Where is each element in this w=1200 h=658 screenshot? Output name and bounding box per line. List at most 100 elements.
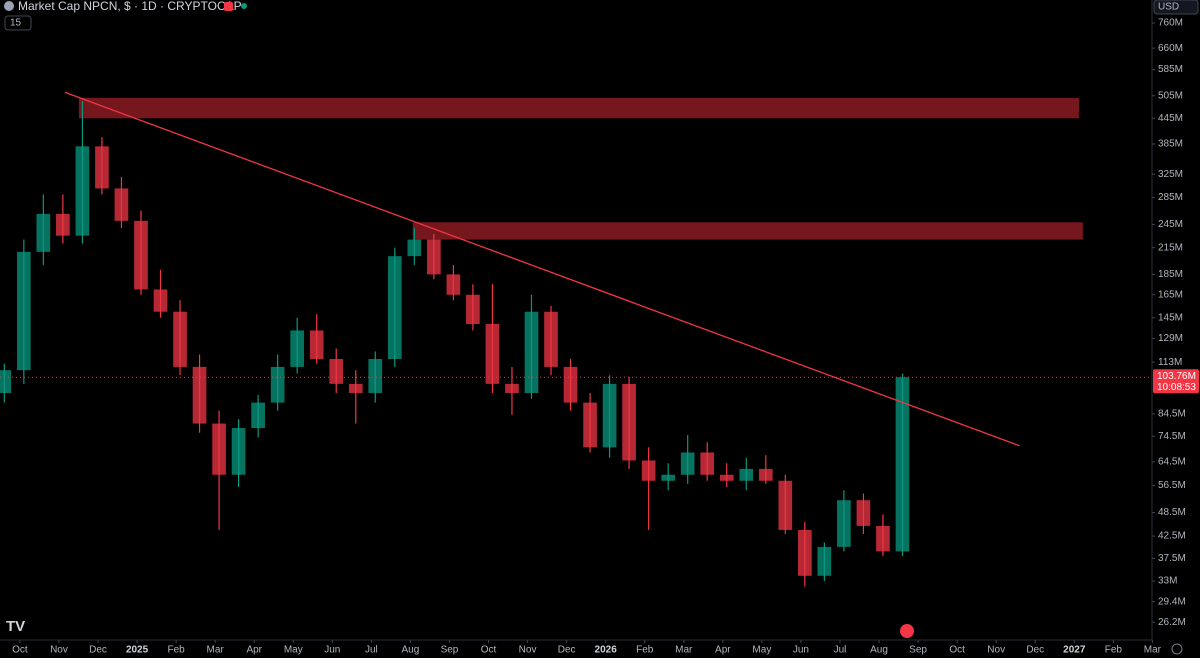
x-tick-label: Dec <box>1026 645 1044 656</box>
status-dot <box>241 3 247 9</box>
x-tick-label: Oct <box>949 645 965 656</box>
x-tick-label: Jun <box>793 645 809 656</box>
y-tick-label: 185M <box>1158 269 1183 280</box>
x-tick-label: Nov <box>519 645 537 656</box>
x-tick-label: Jun <box>324 645 340 656</box>
x-tick-label: Mar <box>1144 645 1162 656</box>
trendline <box>64 91 1020 447</box>
currency[interactable]: USD <box>1158 2 1179 13</box>
candle-body <box>95 146 109 189</box>
candle-body <box>56 213 70 236</box>
candle-body <box>798 529 812 576</box>
y-tick-label: 145M <box>1158 312 1183 323</box>
candle-body <box>563 366 578 403</box>
last-price-label: 103.76M <box>1157 371 1196 382</box>
candle-body <box>134 220 148 290</box>
y-tick-label: 74.5M <box>1158 431 1186 442</box>
x-tick-label: Oct <box>481 645 497 656</box>
candle-body <box>602 383 617 448</box>
candle-body <box>544 311 558 367</box>
x-tick-label: May <box>284 645 303 656</box>
candle-body <box>290 330 305 367</box>
candle-body <box>407 239 422 257</box>
candle-body <box>173 311 187 367</box>
candle-body <box>427 239 441 275</box>
y-tick-label: 33M <box>1158 576 1177 587</box>
candle-body <box>153 289 168 312</box>
last-price-box <box>1153 369 1199 394</box>
candle-body <box>583 402 597 448</box>
x-tick-label: Sep <box>909 645 927 656</box>
candle-body <box>661 474 675 481</box>
x-tick-label: Feb <box>168 645 186 656</box>
x-tick-label: Oct <box>12 645 28 656</box>
y-tick-label: 64.5M <box>1158 457 1186 468</box>
y-tick-label: 42.5M <box>1158 531 1186 542</box>
x-tick-label: Aug <box>870 645 888 656</box>
candle-body <box>876 525 890 552</box>
candle-body <box>231 428 246 475</box>
candle-body <box>387 256 402 359</box>
y-tick-label: 585M <box>1158 64 1183 75</box>
candle-body <box>251 402 265 429</box>
y-tick-label: 165M <box>1158 289 1183 300</box>
candle-body <box>466 294 480 324</box>
candle-body <box>0 370 12 393</box>
x-tick-label: Nov <box>987 645 1005 656</box>
candle-body <box>680 452 695 475</box>
y-tick-label: 215M <box>1158 242 1183 253</box>
candle-body <box>309 330 324 359</box>
x-tick-label: Jul <box>365 645 378 656</box>
interval-badge[interactable]: 15 <box>10 18 22 29</box>
y-tick-label: 56.5M <box>1158 480 1186 491</box>
settings-icon[interactable] <box>1171 643 1183 655</box>
x-tick-label: Apr <box>246 645 262 656</box>
y-tick-label: 26.2M <box>1158 617 1186 628</box>
candle-body <box>114 188 129 221</box>
plot-area <box>0 91 1152 587</box>
x-tick-label: Aug <box>402 645 420 656</box>
x-tick-label: Dec <box>558 645 576 656</box>
candle-body <box>270 366 285 403</box>
candle-body <box>817 546 832 576</box>
candle-body <box>485 323 500 384</box>
candle-body <box>837 500 851 547</box>
candle-body <box>16 251 31 371</box>
y-tick-label: 445M <box>1158 113 1183 124</box>
currency-box[interactable] <box>1153 0 1199 15</box>
x-tick-label: Feb <box>1105 645 1123 656</box>
x-tick-label: Feb <box>636 645 654 656</box>
status-flag <box>224 2 233 11</box>
y-tick-label: 84.5M <box>1158 408 1186 419</box>
event-icon[interactable] <box>900 624 914 638</box>
candle-body <box>739 468 754 481</box>
candle-body <box>622 383 636 461</box>
candle-body <box>368 358 383 393</box>
x-tick-label: Nov <box>50 645 68 656</box>
y-tick-label: 113M <box>1158 357 1182 368</box>
x-tick-label: Sep <box>441 645 459 656</box>
symbol-icon <box>4 1 14 11</box>
y-tick-label: 505M <box>1158 90 1183 101</box>
candle-body <box>895 377 910 552</box>
x-tick-label: 2025 <box>126 645 149 656</box>
x-tick-label: Apr <box>715 645 731 656</box>
y-tick-label: 325M <box>1158 169 1183 180</box>
logo: TV <box>6 618 25 635</box>
y-tick-label: 48.5M <box>1158 507 1186 518</box>
x-tick-label: Mar <box>207 645 225 656</box>
candle-body <box>856 500 871 526</box>
candle-body <box>75 146 90 236</box>
x-tick-label: 2027 <box>1063 645 1086 656</box>
candle-body <box>778 480 793 530</box>
x-tick-label: May <box>752 645 771 656</box>
y-tick-label: 129M <box>1158 333 1183 344</box>
x-tick-label: Jul <box>834 645 847 656</box>
y-tick-label: 385M <box>1158 139 1183 150</box>
interval-badge-box[interactable] <box>4 15 32 31</box>
chart-title: Market Cap NPCN, $ · 1D · CRYPTOCAP <box>18 0 242 13</box>
resistance-zone <box>412 222 1083 240</box>
candle-body <box>719 474 734 481</box>
y-tick-label: 37.5M <box>1158 553 1186 564</box>
